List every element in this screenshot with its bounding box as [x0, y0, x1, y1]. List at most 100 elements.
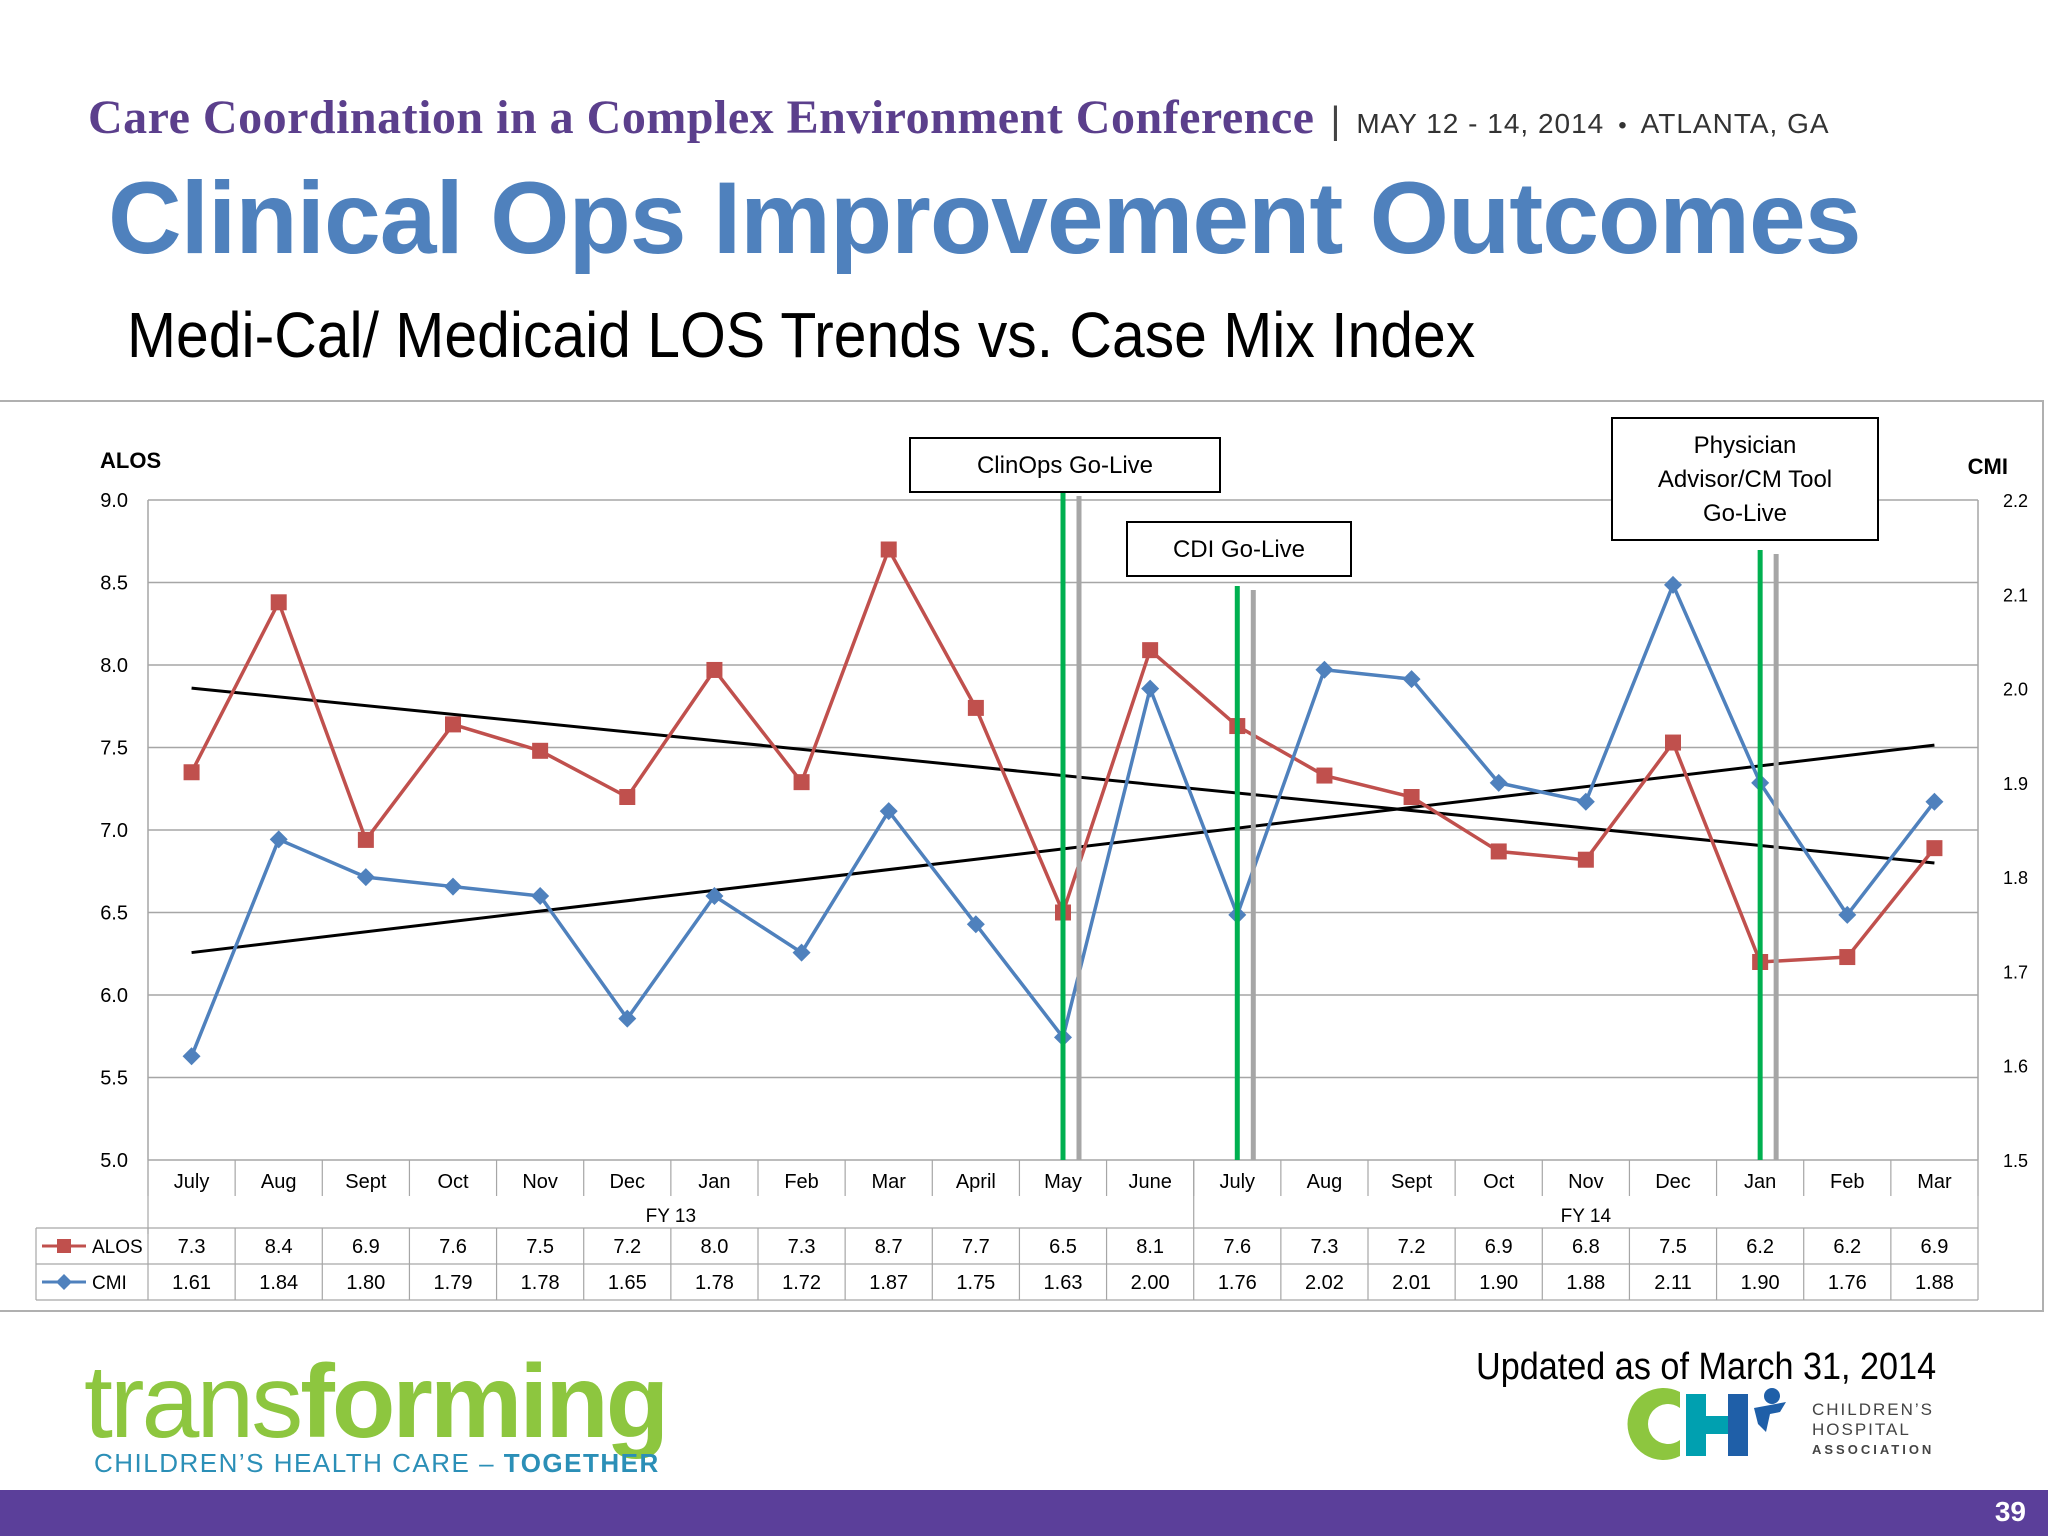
table-value-cmi: 1.80	[346, 1272, 385, 1294]
x-tick-label: Nov	[1568, 1171, 1604, 1193]
logo-tagline: CHILDREN’S HEALTH CARE – TOGETHER	[94, 1448, 660, 1479]
data-point-alos	[1577, 851, 1594, 868]
data-point-cmi	[531, 887, 550, 905]
group-label: FY 13	[646, 1206, 696, 1227]
table-value-alos: 7.2	[613, 1236, 641, 1258]
data-point-alos	[357, 831, 374, 848]
table-value-cmi: 1.79	[434, 1272, 473, 1294]
x-tick-label: July	[174, 1171, 210, 1193]
annotation-box	[1126, 521, 1352, 577]
data-point-alos	[1142, 642, 1159, 659]
annotation-text: Advisor/CM Tool	[1658, 466, 1832, 493]
table-value-alos: 8.7	[875, 1236, 903, 1258]
logo-tag-dash: –	[470, 1448, 504, 1478]
annotation-text: CDI Go-Live	[1173, 536, 1305, 563]
x-tick-label: Jan	[698, 1171, 730, 1193]
cha-logo-text: CHILDREN’S HOSPITAL ASSOCIATION	[1812, 1400, 1934, 1460]
y-tick-left: 9.0	[100, 490, 128, 512]
footer-bar: 39	[0, 1490, 2048, 1536]
cha-line-3: ASSOCIATION	[1812, 1442, 1935, 1457]
table-value-alos: 7.3	[788, 1236, 816, 1258]
group-label: FY 14	[1561, 1206, 1612, 1227]
cha-line-1: CHILDREN’S	[1812, 1400, 1935, 1419]
y-tick-left: 8.5	[100, 573, 128, 595]
data-point-cmi	[444, 877, 462, 896]
data-point-cmi	[356, 868, 375, 887]
conference-location: ATLANTA, GA	[1640, 108, 1830, 139]
data-point-alos	[183, 764, 200, 781]
x-tick-label: June	[1128, 1171, 1171, 1193]
cha-line-2: HOSPITAL	[1812, 1420, 1911, 1439]
x-tick-label: July	[1219, 1171, 1255, 1193]
table-value-alos: 6.5	[1049, 1236, 1077, 1258]
data-point-alos	[270, 594, 287, 611]
legend-label-cmi: CMI	[92, 1273, 127, 1294]
y-tick-left: 5.5	[100, 1068, 128, 1090]
y-tick-right: 2.1	[2003, 585, 2028, 605]
data-point-cmi	[1838, 905, 1857, 924]
y-tick-left: 7.5	[100, 738, 128, 760]
logo-tag-bold: TOGETHER	[503, 1448, 660, 1478]
table-value-alos: 7.7	[962, 1236, 990, 1258]
legend-marker-alos	[57, 1239, 71, 1253]
table-value-alos: 7.6	[439, 1236, 467, 1258]
data-point-cmi	[1402, 670, 1421, 689]
x-tick-label: May	[1044, 1171, 1082, 1193]
table-value-cmi: 2.01	[1392, 1272, 1431, 1294]
table-value-alos: 8.0	[701, 1236, 729, 1258]
conference-dates: MAY 12 - 14, 2014	[1356, 108, 1605, 139]
x-tick-label: Aug	[1307, 1171, 1343, 1193]
x-tick-label: April	[956, 1171, 996, 1193]
table-value-cmi: 1.63	[1044, 1272, 1083, 1294]
table-value-cmi: 1.88	[1566, 1272, 1605, 1294]
annotation-text: Physician	[1694, 432, 1797, 459]
y-axis-title-right: CMI	[1968, 454, 2008, 479]
table-value-cmi: 1.90	[1479, 1272, 1518, 1294]
x-tick-label: Oct	[437, 1171, 469, 1193]
y-tick-right: 1.6	[2003, 1057, 2028, 1077]
y-tick-left: 6.5	[100, 903, 128, 925]
page-number: 39	[1994, 1496, 2026, 1527]
table-value-cmi: 1.78	[695, 1272, 734, 1294]
y-axis-title-left: ALOS	[100, 448, 161, 473]
table-value-alos: 7.5	[1659, 1236, 1687, 1258]
conference-header: Care Coordination in a Complex Environme…	[88, 90, 1988, 150]
table-value-cmi: 1.76	[1218, 1272, 1257, 1294]
header-separator: |	[1330, 100, 1341, 142]
data-point-cmi	[1664, 575, 1682, 594]
table-value-cmi: 1.75	[956, 1272, 995, 1294]
data-point-cmi	[1315, 660, 1334, 679]
y-tick-right: 1.9	[2003, 774, 2028, 794]
cha-logo-mark-icon	[1627, 1388, 1786, 1460]
data-point-cmi	[792, 943, 811, 962]
table-value-cmi: 2.00	[1131, 1272, 1170, 1294]
x-tick-label: Aug	[261, 1171, 297, 1193]
table-value-alos: 8.4	[265, 1236, 293, 1258]
x-tick-label: Mar	[1917, 1171, 1952, 1193]
table-value-cmi: 1.84	[259, 1272, 298, 1294]
table-value-alos: 6.2	[1746, 1236, 1774, 1258]
x-tick-label: Dec	[1655, 1171, 1691, 1193]
data-point-alos	[880, 541, 897, 558]
annotation-box	[909, 437, 1221, 493]
table-value-alos: 6.9	[1921, 1236, 1949, 1258]
slide-subtitle: Medi-Cal/ Medicaid LOS Trends vs. Case M…	[127, 299, 1476, 371]
y-tick-right: 1.7	[2003, 962, 2028, 982]
table-value-alos: 7.2	[1398, 1236, 1426, 1258]
data-point-cmi	[182, 1047, 201, 1066]
x-tick-label: Nov	[522, 1171, 558, 1193]
data-point-cmi	[1489, 773, 1508, 792]
data-point-alos	[1665, 734, 1681, 751]
data-point-cmi	[1141, 679, 1160, 698]
annotation-box	[1611, 417, 1879, 541]
alos-cmi-chart: 9.0 8.5 8.0 7.5 7.0 6.5 6.0 5.5 5.0 2.2 2.1 2.0 1.9 1…	[35, 417, 2028, 1301]
data-point-cmi	[966, 915, 985, 934]
table-value-cmi: 2.02	[1305, 1272, 1344, 1294]
x-tick-label: Mar	[871, 1171, 906, 1193]
x-tick-label: Sept	[345, 1171, 387, 1193]
table-value-alos: 6.8	[1572, 1236, 1600, 1258]
table-value-alos: 6.9	[1485, 1236, 1513, 1258]
y-tick-left: 5.0	[100, 1150, 128, 1172]
data-point-cmi	[618, 1009, 637, 1028]
y-tick-right: 1.8	[2003, 868, 2028, 888]
